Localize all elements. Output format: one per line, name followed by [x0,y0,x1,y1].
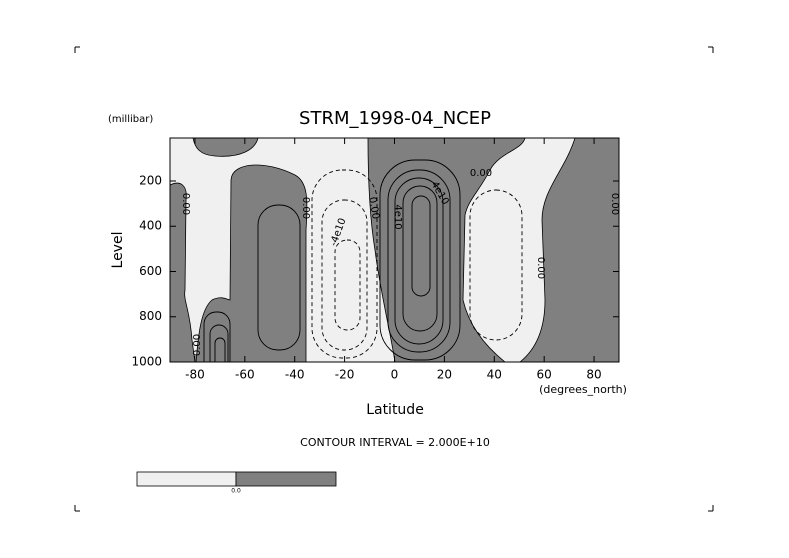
positive-region [170,182,196,362]
key-label: 0.0 [231,488,241,495]
contour-label: 0.00 [192,334,203,356]
x-tick-label: 60 [537,368,552,382]
key-positive [235,471,337,487]
y-tick-label: 200 [139,173,162,187]
x-tick-label: 0 [391,368,399,382]
contour-label: 0.00 [300,197,311,219]
contour-line [334,239,361,331]
x-unit: (degrees_north) [539,383,627,396]
contour-line [311,169,378,359]
contour-label: 0.00 [470,168,492,179]
y-tick-label: 400 [139,219,162,233]
contour-line [411,195,431,297]
contour-line [203,311,231,362]
x-tick-label: 40 [487,368,502,382]
corner-marks [74,46,714,512]
y-unit: (millibar) [108,114,153,125]
x-axis-label: Latitude [366,402,424,418]
contour-line [257,204,301,351]
x-tick-label: -20 [335,368,355,382]
y-tick-label: 600 [139,264,162,278]
positive-region [195,164,308,362]
x-tick-label: -60 [235,368,255,382]
contour-interval: CONTOUR INTERVAL = 2.000E+10 [300,436,490,449]
plot-area: 0.00 0.000.000.000.000.000.004e104e10-4e1… [170,138,620,362]
x-tick-label: 80 [586,368,601,382]
y-tick-label: 800 [139,309,162,323]
contour-line [379,159,461,361]
contour-label: 4e10 [392,204,403,229]
x-tick-label: -40 [285,368,305,382]
contour-line [394,177,444,345]
contour-label: 0.00 [180,193,191,215]
contour-line [387,169,451,353]
contour-line [321,199,368,351]
positive-region [519,138,619,362]
key-negative [136,471,237,487]
contour-label: 0.00 [366,196,381,220]
positive-region [192,138,259,157]
contour-line [402,185,438,332]
contour-line [214,337,226,362]
contour-line [209,324,229,362]
y-axis-label: Level [110,232,126,269]
contour-label: 0.00 [535,257,546,279]
x-tick-label: 20 [437,368,452,382]
chart-title: STRM_1998-04_NCEP [299,108,491,129]
positive-region [367,138,526,362]
contour-line [469,189,523,341]
y-tick-label: 1000 [131,355,162,369]
x-tick-label: -80 [185,368,205,382]
contour-label: 0.00 [609,193,620,215]
